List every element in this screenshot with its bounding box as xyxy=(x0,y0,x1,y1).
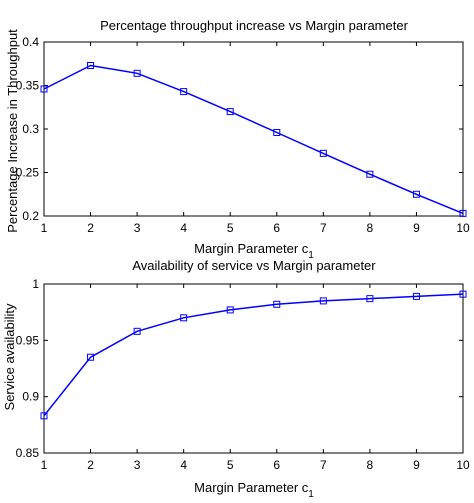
availability-data-point xyxy=(366,295,374,303)
availability-x-tick-label: 6 xyxy=(273,458,280,472)
availability-axes-frame xyxy=(43,283,464,454)
throughput-series-line xyxy=(43,64,464,215)
availability-data-point xyxy=(273,300,281,308)
availability-data-point xyxy=(459,290,467,298)
throughput-plot-area: 1 2 3 4 5 6 7 8 9 10 0.2 0.25 0.3 0.35 0.4 xyxy=(16,35,470,235)
throughput-x-axis-label-subscript: 1 xyxy=(308,250,314,261)
availability-chart: Availability of service vs Margin parame… xyxy=(2,258,470,500)
throughput-chart-title: Percentage throughput increase vs Margin… xyxy=(100,18,409,33)
availability-x-tick-label: 10 xyxy=(456,458,470,472)
availability-x-axis-label-subscript: 1 xyxy=(308,489,314,500)
throughput-y-axis-label: Percentage Increase in Throughput xyxy=(5,29,20,233)
availability-chart-title: Availability of service vs Margin parame… xyxy=(132,258,376,273)
throughput-x-tick-label: 10 xyxy=(456,221,470,235)
throughput-data-point xyxy=(459,209,467,217)
throughput-data-point xyxy=(133,69,141,77)
throughput-data-point xyxy=(87,61,95,69)
throughput-data-point xyxy=(180,88,188,96)
throughput-x-tick-label: 9 xyxy=(413,221,420,235)
throughput-x-tick-label: 1 xyxy=(41,221,48,235)
availability-x-tick-label: 7 xyxy=(320,458,327,472)
availability-x-tick-label: 2 xyxy=(87,458,94,472)
throughput-data-point xyxy=(273,128,281,136)
availability-data-point xyxy=(180,314,188,322)
availability-x-tick-label: 5 xyxy=(227,458,234,472)
availability-plot-area: 1 2 3 4 5 6 7 8 9 10 0.85 0.9 0.95 1 xyxy=(16,277,470,472)
availability-series-line xyxy=(43,293,464,417)
throughput-x-axis-label-text: Margin Parameter c xyxy=(194,241,309,256)
availability-y-axis-label: Service availability xyxy=(2,303,17,410)
throughput-data-point xyxy=(40,85,48,93)
throughput-chart: Percentage throughput increase vs Margin… xyxy=(5,18,470,261)
throughput-x-tick-label: 6 xyxy=(273,221,280,235)
availability-y-tick-label: 0.9 xyxy=(22,390,39,404)
availability-x-tick-label: 8 xyxy=(367,458,374,472)
throughput-x-tick-label: 4 xyxy=(180,221,187,235)
availability-data-point xyxy=(226,306,234,314)
throughput-x-tick-label: 8 xyxy=(367,221,374,235)
throughput-y-tick-label: 0.35 xyxy=(16,79,40,93)
availability-x-axis-label: Margin Parameter c1 xyxy=(194,480,314,500)
throughput-x-tick-label: 2 xyxy=(87,221,94,235)
throughput-data-point xyxy=(319,149,327,157)
throughput-x-tick-label: 5 xyxy=(227,221,234,235)
availability-data-point xyxy=(40,412,48,420)
availability-x-axis-label-text: Margin Parameter c xyxy=(194,480,309,495)
availability-data-point xyxy=(87,353,95,361)
availability-y-tick-label: 1 xyxy=(32,277,39,291)
throughput-y-tick-label: 0.25 xyxy=(16,166,40,180)
availability-x-tick-label: 9 xyxy=(413,458,420,472)
throughput-x-tick-label: 7 xyxy=(320,221,327,235)
availability-data-point xyxy=(319,297,327,305)
throughput-x-axis-label: Margin Parameter c1 xyxy=(194,241,314,261)
availability-x-tick-label: 1 xyxy=(41,458,48,472)
availability-x-tick-label: 3 xyxy=(134,458,141,472)
availability-x-tick-label: 4 xyxy=(180,458,187,472)
throughput-data-point xyxy=(226,108,234,116)
throughput-y-tick-label: 0.4 xyxy=(22,35,39,49)
availability-data-point xyxy=(412,292,420,300)
availability-y-tick-label: 0.95 xyxy=(16,333,40,347)
throughput-data-point xyxy=(366,170,374,178)
throughput-y-tick-label: 0.2 xyxy=(22,209,39,223)
throughput-x-tick-label: 3 xyxy=(134,221,141,235)
availability-data-point xyxy=(133,327,141,335)
throughput-y-tick-label: 0.3 xyxy=(22,122,39,136)
throughput-data-point xyxy=(412,190,420,198)
availability-y-tick-label: 0.85 xyxy=(16,446,40,460)
